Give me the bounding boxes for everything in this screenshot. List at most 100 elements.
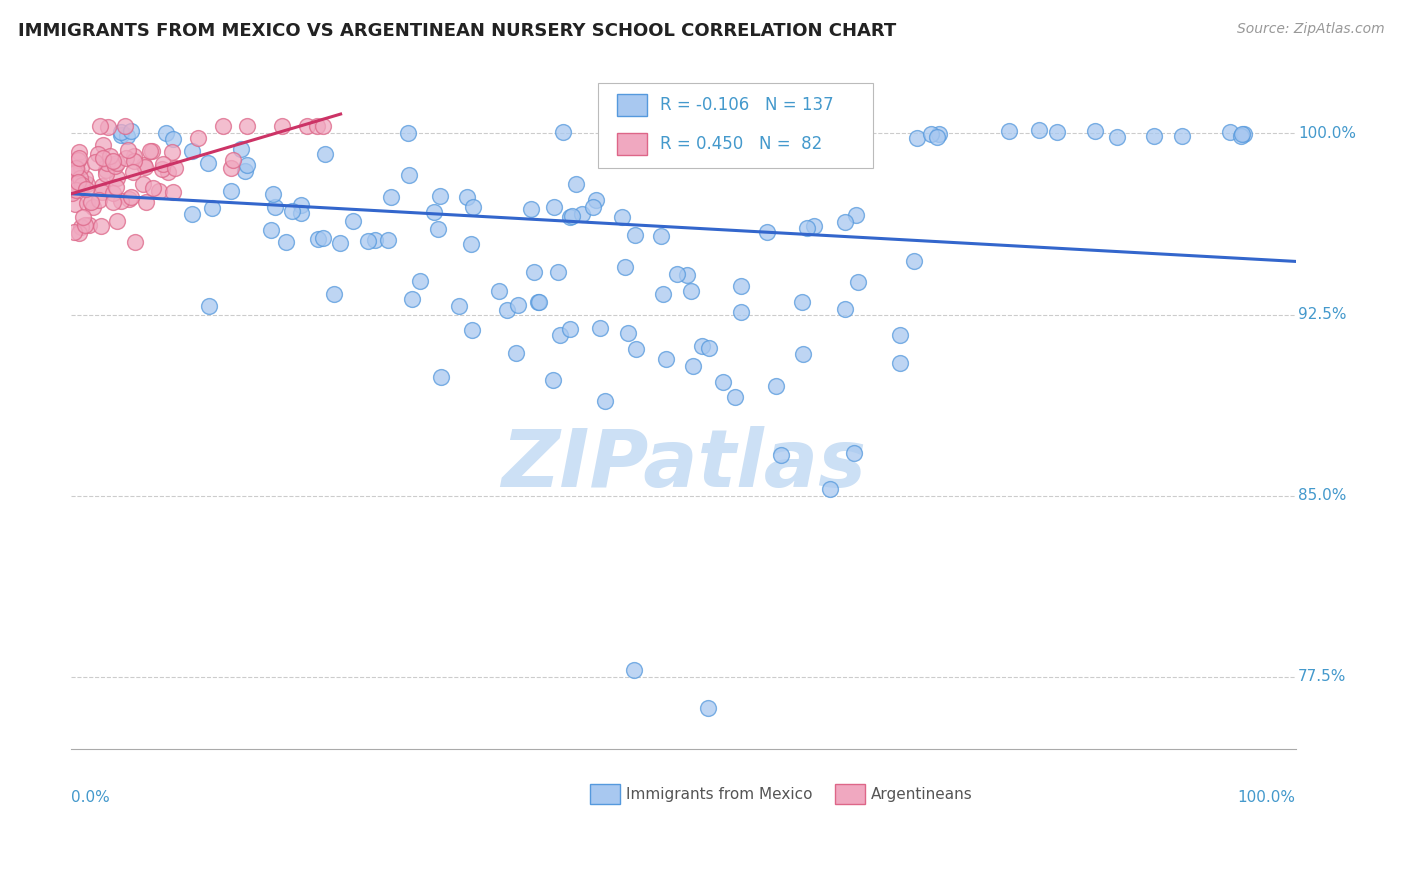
Point (160, 145, 183, 159)
Point (495, 303, 517, 318)
Point (117, 143, 139, 157)
Point (724, 390, 747, 404)
Point (65, 161, 87, 175)
Point (135, 194, 157, 209)
Point (132, 158, 155, 172)
Point (138, 145, 160, 159)
Point (612, 211, 634, 225)
Point (785, 126, 807, 140)
Point (91, 179, 114, 194)
Point (423, 205, 446, 219)
Point (666, 129, 689, 144)
Point (834, 301, 856, 316)
Point (820, 482, 842, 496)
Point (162, 132, 184, 146)
Point (236, 119, 259, 133)
Point (803, 219, 825, 233)
Point (613, 260, 636, 275)
Point (67, 153, 90, 167)
Point (725, 126, 748, 140)
Point (527, 295, 550, 310)
Point (589, 320, 612, 334)
Point (631, 123, 654, 137)
Point (305, 119, 328, 133)
Point (790, 295, 813, 310)
Point (398, 168, 420, 182)
Point (593, 394, 616, 409)
Point (219, 161, 242, 176)
Point (770, 448, 793, 462)
Point (219, 185, 242, 199)
Point (295, 119, 318, 133)
Point (730, 305, 752, 319)
Point (675, 268, 697, 282)
Point (523, 264, 546, 278)
Text: Source: ZipAtlas.com: Source: ZipAtlas.com (1237, 22, 1385, 37)
Point (682, 128, 704, 143)
Point (998, 123, 1021, 137)
Point (429, 370, 451, 384)
Point (72, 178, 94, 193)
Point (342, 213, 364, 227)
Point (124, 235, 146, 249)
Point (72, 211, 94, 225)
Point (1046, 125, 1069, 139)
Point (63, 196, 86, 211)
Point (571, 207, 593, 221)
Point (90, 219, 112, 234)
Point (751, 123, 773, 137)
Point (105, 171, 128, 186)
Point (65, 183, 87, 197)
Point (181, 144, 204, 158)
FancyBboxPatch shape (617, 133, 647, 155)
Point (262, 187, 284, 202)
Point (118, 193, 141, 207)
Point (548, 327, 571, 342)
Point (322, 286, 344, 301)
Point (903, 253, 925, 268)
Point (97, 120, 120, 134)
Point (103, 186, 125, 200)
Point (290, 198, 312, 212)
Point (377, 233, 399, 247)
Point (754, 124, 776, 138)
Point (834, 215, 856, 229)
Point (75, 171, 97, 186)
Point (543, 200, 565, 214)
Point (1084, 124, 1107, 138)
Point (682, 359, 704, 374)
Point (582, 200, 605, 214)
Point (842, 446, 865, 460)
Point (751, 125, 773, 139)
Point (626, 343, 648, 357)
FancyBboxPatch shape (617, 94, 647, 116)
Point (920, 127, 942, 141)
Point (115, 151, 138, 165)
Point (427, 222, 450, 236)
Point (780, 121, 803, 136)
Point (655, 352, 678, 367)
Point (652, 286, 675, 301)
Point (796, 221, 818, 235)
Point (1143, 129, 1166, 144)
Point (792, 347, 814, 361)
Point (730, 278, 752, 293)
Point (122, 165, 145, 179)
Point (212, 119, 235, 133)
Point (80, 195, 103, 210)
Point (561, 209, 583, 223)
Point (1229, 128, 1251, 143)
Point (1107, 130, 1129, 145)
Point (363, 233, 385, 247)
Point (101, 195, 124, 210)
Point (110, 128, 132, 142)
Point (697, 341, 720, 355)
Point (312, 231, 335, 245)
Point (671, 124, 693, 138)
Point (197, 300, 219, 314)
Point (686, 124, 709, 138)
Point (121, 124, 143, 138)
Text: IMMIGRANTS FROM MEXICO VS ARGENTINEAN NURSERY SCHOOL CORRELATION CHART: IMMIGRANTS FROM MEXICO VS ARGENTINEAN NU… (18, 22, 897, 40)
Point (62, 225, 84, 239)
Point (623, 663, 645, 677)
